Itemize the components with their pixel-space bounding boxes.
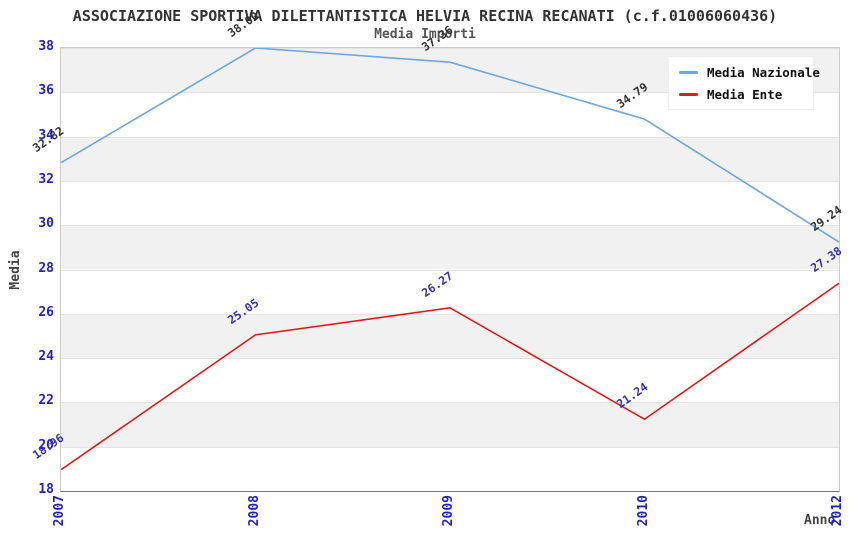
legend: Media Nazionale Media Ente [668,56,820,110]
y-tick-label: 24 [38,349,54,365]
legend-item-media-ente: Media Ente [679,87,805,102]
x-tick-label: 2007 [52,495,67,527]
line-media-nazionale [61,48,839,243]
y-tick-label: 26 [38,304,54,320]
y-tick-label: 30 [38,216,54,232]
x-tick-label: 2012 [830,495,845,527]
legend-item-media-nazionale: Media Nazionale [679,65,820,80]
series-lines [61,48,839,471]
legend-label-media-ente: Media Ente [707,87,783,102]
plot-band [61,313,839,359]
plot-band [61,180,839,226]
y-tick-label: 28 [38,260,54,276]
y-tick-label: 32 [38,171,54,187]
y-tick-label: 20 [38,437,54,453]
plot-band [61,269,839,314]
legend-line-swatch-blue [679,71,698,74]
x-tick-label: 2010 [635,495,651,527]
x-axis-title: Anno [804,513,836,528]
legend-label-media-nazionale: Media Nazionale [707,65,820,80]
x-tick-label: 2008 [246,495,262,527]
chart-title: ASSOCIAZIONE SPORTIVA DILETTANTISTICA HE… [72,7,778,25]
x-tick-label: 2009 [441,495,456,527]
plot-area [60,47,840,492]
chart-subtitle: Media Importi [374,27,476,42]
plot-band [61,136,839,181]
y-tick-label: 36 [38,83,54,99]
plot-band [61,402,839,447]
plot-band [61,225,839,270]
y-tick-label: 38 [38,39,54,54]
y-tick-label: 22 [38,393,54,409]
line-media-ente [61,282,839,471]
y-tick-label: 34 [38,127,54,143]
y-tick-label: 18 [38,482,54,497]
legend-line-swatch-red [679,93,698,96]
plot-band [61,446,839,491]
